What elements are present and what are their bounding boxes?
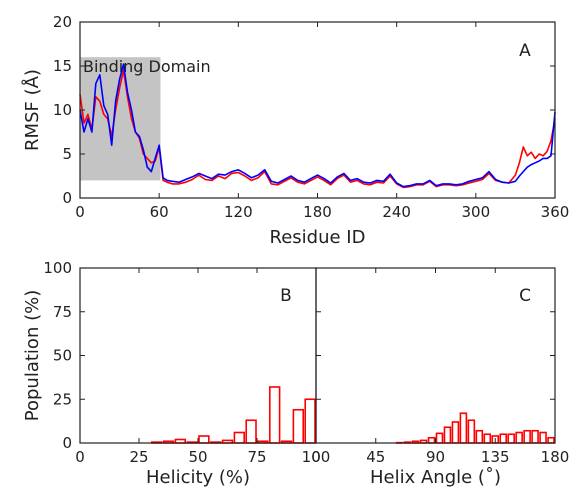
x-tick-label: 180 [541, 448, 570, 466]
rmsf-chart: Binding Domain 0 60 120 180 240 300 360 0 5 10 15 20… [21, 13, 569, 248]
histogram-bar [292, 408, 304, 444]
histogram-bar [198, 435, 210, 444]
x-tick-label: 180 [303, 203, 332, 221]
histogram-bar [475, 429, 484, 444]
x-tick-label: 120 [224, 203, 253, 221]
x-tick-label: 50 [188, 448, 207, 466]
histogram-bar [531, 429, 539, 444]
histogram-bar [515, 431, 523, 444]
panel-label: B [280, 286, 292, 306]
y-tick-label: 0 [62, 189, 72, 207]
histogram-bar [451, 421, 460, 444]
x-tick-label: 0 [311, 448, 321, 466]
rmsf-series-line-1 [79, 63, 556, 188]
y-axis-label: RMSF (Å) [21, 69, 43, 151]
histogram-bar [483, 433, 492, 444]
histogram-bar [233, 431, 245, 444]
x-axis-label: Helicity (%) [146, 467, 250, 488]
y-axis-label: Population (%) [22, 290, 43, 421]
y-tick-label: 0 [62, 434, 72, 452]
y-tick-label: 5 [62, 145, 72, 163]
histogram-bar [268, 386, 281, 444]
x-tick-label: 90 [426, 448, 445, 466]
x-tick-label: 300 [462, 203, 491, 221]
x-tick-label: 240 [382, 203, 411, 221]
x-tick-label: 75 [247, 448, 266, 466]
x-tick-label: 135 [481, 448, 510, 466]
y-tick-label: 75 [53, 303, 72, 321]
binding-domain-label: Binding Domain [83, 57, 211, 76]
x-axis-label: Helix Angle (˚) [370, 467, 501, 488]
histogram-bar [507, 433, 515, 444]
y-tick-label: 50 [53, 347, 72, 365]
panel-label-a: A [519, 41, 531, 61]
histogram-bar [523, 429, 531, 444]
x-tick-label: 100 [302, 448, 331, 466]
y-tick-label: 100 [43, 259, 72, 277]
histogram-bar [443, 426, 452, 444]
x-tick-label: 60 [150, 203, 169, 221]
histogram-bar [467, 419, 476, 444]
x-axis-label: Residue ID [270, 227, 366, 248]
histogram-bar [304, 398, 316, 444]
histogram-bar [539, 431, 547, 444]
y-tick-label: 25 [53, 390, 72, 408]
panel-label: C [519, 286, 531, 306]
histogram-bar [245, 419, 257, 444]
histogram-bar [427, 436, 436, 444]
histogram-bar [459, 412, 468, 444]
helix-angle-histogram: 0 45 90 135 180 Helix Angle (˚) C [311, 267, 570, 488]
y-tick-label: 15 [53, 57, 72, 75]
x-tick-label: 360 [541, 203, 570, 221]
histogram-bar [499, 433, 508, 444]
x-tick-label: 0 [75, 448, 85, 466]
x-tick-label: 0 [75, 203, 85, 221]
x-tick-label: 25 [129, 448, 148, 466]
x-tick-label: 45 [366, 448, 385, 466]
histogram-bar [435, 432, 444, 444]
y-tick-label: 20 [53, 13, 72, 31]
y-tick-label: 10 [53, 101, 72, 119]
histogram-bar [547, 436, 555, 444]
